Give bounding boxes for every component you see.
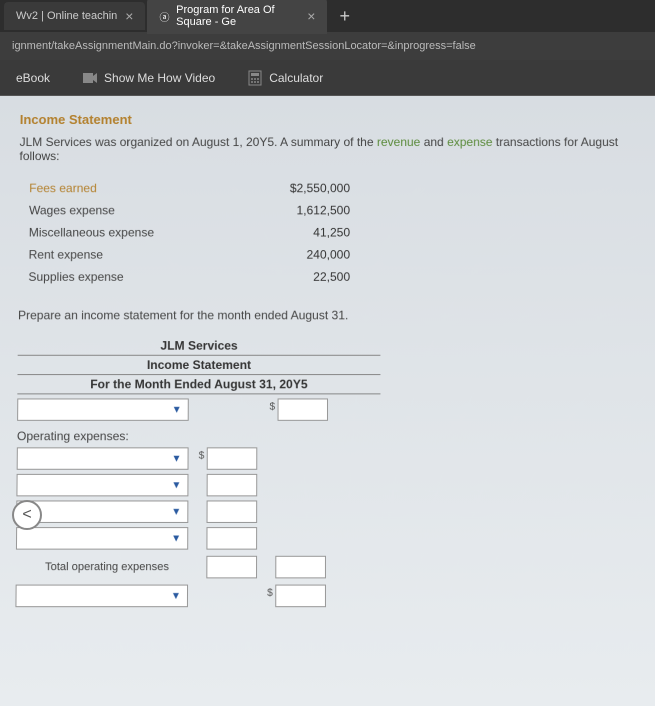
form-row: ▼ $ [15, 585, 441, 608]
account-dropdown[interactable]: ▼ [17, 447, 189, 469]
new-tab-button[interactable]: + [329, 6, 360, 27]
section-title: Income Statement [20, 112, 636, 127]
amount-input[interactable] [206, 447, 257, 469]
income-statement-form: JLM Services Income Statement For the Mo… [15, 337, 441, 608]
calculator-button[interactable]: Calculator [231, 60, 339, 96]
form-row: ▼ $ [17, 398, 441, 420]
chevron-down-icon: ▼ [171, 533, 181, 544]
instruction-text: Prepare an income statement for the mont… [18, 308, 637, 322]
form-row: ▼ $ [17, 447, 442, 469]
amount-input[interactable] [275, 585, 326, 608]
operating-expenses-label: Operating expenses: [17, 429, 441, 443]
calculator-icon [247, 70, 263, 86]
amount-input[interactable] [277, 398, 327, 420]
table-row: Miscellaneous expense 41,250 [29, 221, 637, 243]
form-row: ▼ [16, 527, 442, 550]
video-icon [82, 70, 98, 86]
tab-favicon-icon: ⓐ [159, 9, 170, 23]
form-title: Income Statement [18, 356, 381, 375]
currency-symbol: $ [199, 450, 205, 461]
account-dropdown[interactable]: ▼ [15, 585, 188, 608]
currency-symbol: $ [269, 402, 275, 413]
browser-tab[interactable]: Wv2 | Online teachin × [4, 2, 145, 30]
app-toolbar: eBook Show Me How Video Calculator [0, 60, 655, 96]
revenue-highlight: revenue [377, 135, 420, 149]
chevron-down-icon: ▼ [171, 453, 181, 464]
chevron-down-icon: ▼ [172, 404, 182, 415]
amount-input[interactable] [275, 556, 326, 579]
tab-label: Wv2 | Online teachin [16, 10, 117, 22]
form-company: JLM Services [18, 337, 381, 356]
amount-input[interactable] [206, 556, 257, 579]
chevron-down-icon: ▼ [171, 506, 181, 517]
table-row: Rent expense 240,000 [29, 244, 637, 266]
row-value: 240,000 [230, 248, 351, 262]
toolbar-label: Calculator [269, 71, 323, 85]
row-label: Supplies expense [28, 270, 229, 284]
row-label: Miscellaneous expense [29, 225, 230, 239]
amount-input[interactable] [207, 474, 258, 496]
account-dropdown[interactable]: ▼ [16, 527, 188, 550]
table-row: Wages expense 1,612,500 [29, 199, 636, 221]
tab-label: Program for Area Of Square - Ge [176, 4, 299, 28]
account-dropdown[interactable]: ▼ [16, 500, 188, 523]
row-value: 22,500 [229, 270, 350, 284]
prev-nav-button[interactable]: < [12, 500, 42, 530]
browser-tab-bar: Wv2 | Online teachin × ⓐ Program for Are… [0, 0, 655, 32]
row-value: 41,250 [230, 225, 351, 239]
close-icon[interactable]: × [125, 8, 133, 24]
browser-tab[interactable]: ⓐ Program for Area Of Square - Ge × [147, 0, 327, 34]
close-icon[interactable]: × [307, 8, 315, 24]
chevron-down-icon: ▼ [171, 480, 181, 491]
chevron-down-icon: ▼ [171, 590, 181, 601]
table-row: Fees earned $2,550,000 [29, 177, 636, 199]
amount-input[interactable] [207, 500, 258, 523]
row-value: $2,550,000 [230, 181, 350, 195]
row-value: 1,612,500 [230, 203, 350, 217]
form-header: JLM Services Income Statement For the Mo… [17, 337, 380, 395]
total-label: Total operating expenses [16, 561, 199, 573]
row-label: Fees earned [29, 181, 230, 195]
form-period: For the Month Ended August 31, 20Y5 [17, 375, 380, 394]
expense-highlight: expense [447, 135, 492, 149]
account-dropdown[interactable]: ▼ [17, 398, 189, 420]
table-row: Supplies expense 22,500 [28, 266, 636, 288]
toolbar-label: Show Me How Video [104, 71, 215, 85]
address-bar[interactable]: ignment/takeAssignmentMain.do?invoker=&t… [0, 32, 655, 60]
ebook-button[interactable]: eBook [0, 61, 66, 95]
form-row: ▼ [16, 474, 441, 496]
account-dropdown[interactable]: ▼ [16, 474, 188, 496]
row-label: Rent expense [29, 248, 230, 262]
form-row: ▼ [16, 500, 441, 523]
intro-text: JLM Services was organized on August 1, … [19, 135, 635, 163]
transactions-table: Fees earned $2,550,000 Wages expense 1,6… [28, 177, 636, 288]
row-label: Wages expense [29, 203, 230, 217]
show-video-button[interactable]: Show Me How Video [66, 60, 231, 96]
amount-input[interactable] [206, 527, 257, 550]
assignment-content: Income Statement JLM Services was organi… [0, 96, 655, 706]
currency-symbol: $ [267, 588, 273, 599]
total-row: Total operating expenses [16, 556, 442, 579]
